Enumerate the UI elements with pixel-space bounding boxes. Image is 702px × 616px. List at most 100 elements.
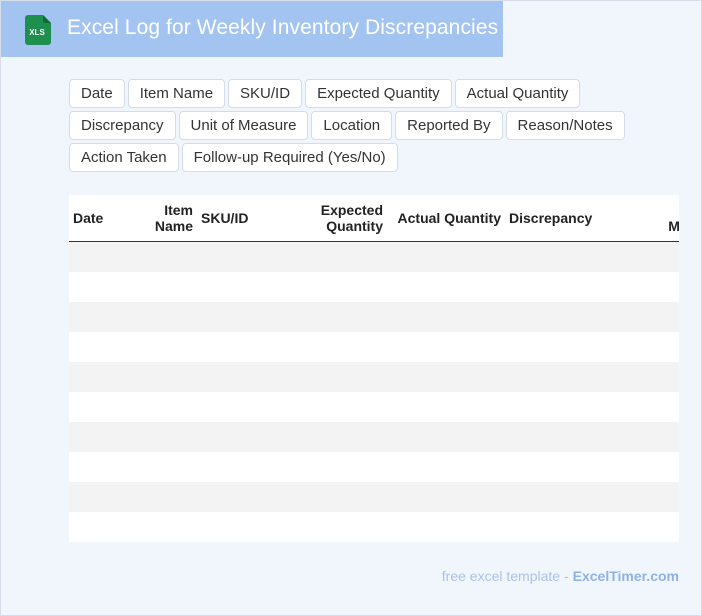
table-cell[interactable] [287,512,387,542]
table-cell[interactable] [197,272,287,302]
table-cell[interactable] [69,512,131,542]
table-cell[interactable] [131,241,197,272]
field-chip[interactable]: Discrepancy [69,111,176,140]
table-cell[interactable] [505,452,641,482]
column-header[interactable]: Item Name [131,195,197,242]
table-cell[interactable] [641,302,679,332]
table-cell[interactable] [197,482,287,512]
table-cell[interactable] [131,332,197,362]
table-cell[interactable] [287,422,387,452]
table-cell[interactable] [387,302,505,332]
field-chip[interactable]: Unit of Measure [178,111,309,140]
table-cell[interactable] [505,482,641,512]
table-cell[interactable] [69,422,131,452]
table-cell[interactable] [287,302,387,332]
table-cell[interactable] [131,422,197,452]
table-cell[interactable] [387,482,505,512]
table-cell[interactable] [69,392,131,422]
table-cell[interactable] [505,272,641,302]
table-cell[interactable] [505,302,641,332]
table-cell[interactable] [131,392,197,422]
table-cell[interactable] [387,452,505,482]
table-cell[interactable] [69,272,131,302]
column-header[interactable]: Discrepancy [505,195,641,242]
table-cell[interactable] [287,272,387,302]
field-chip[interactable]: Reason/Notes [505,111,625,140]
field-chip[interactable]: Actual Quantity [454,79,581,108]
table-row [69,241,679,272]
table-cell[interactable] [197,512,287,542]
table-cell[interactable] [641,512,679,542]
table-cell[interactable] [505,512,641,542]
table-cell[interactable] [287,452,387,482]
table-row [69,512,679,542]
field-chip[interactable]: Reported By [395,111,503,140]
field-chip[interactable]: Expected Quantity [305,79,452,108]
column-header[interactable]: Date [69,195,131,242]
table-row [69,452,679,482]
footer-brand-link[interactable]: ExcelTimer.com [572,568,679,584]
table-cell[interactable] [641,332,679,362]
table-cell[interactable] [641,392,679,422]
table-row [69,272,679,302]
table-cell[interactable] [131,362,197,392]
table-cell[interactable] [69,302,131,332]
table-cell[interactable] [197,422,287,452]
field-chip[interactable]: Location [311,111,393,140]
table-cell[interactable] [505,362,641,392]
table-cell[interactable] [387,332,505,362]
page-title: Excel Log for Weekly Inventory Discrepan… [67,16,499,39]
table-cell[interactable] [287,482,387,512]
table-cell[interactable] [197,392,287,422]
table-cell[interactable] [69,241,131,272]
table-cell[interactable] [505,241,641,272]
table-cell[interactable] [505,332,641,362]
table-cell[interactable] [387,512,505,542]
table-cell[interactable] [641,422,679,452]
table-cell[interactable] [387,241,505,272]
table-cell[interactable] [641,272,679,302]
table-cell[interactable] [641,241,679,272]
table-cell[interactable] [131,302,197,332]
table-cell[interactable] [69,362,131,392]
table-cell[interactable] [197,362,287,392]
table-cell[interactable] [641,452,679,482]
table-cell[interactable] [387,392,505,422]
field-chip[interactable]: SKU/ID [228,79,303,108]
table-cell[interactable] [641,362,679,392]
table-cell[interactable] [131,272,197,302]
footer-credit: free excel template - ExcelTimer.com [442,568,679,584]
column-header[interactable]: SKU/ID [197,195,287,242]
field-chip[interactable]: Date [69,79,125,108]
table-cell[interactable] [641,482,679,512]
table-cell[interactable] [131,482,197,512]
column-header[interactable]: Expected Quantity [287,195,387,242]
table-cell[interactable] [69,332,131,362]
table-cell[interactable] [131,512,197,542]
table-body [69,241,679,542]
log-table-container[interactable]: Date Item Name SKU/ID Expected Quantity Actu… [69,195,679,542]
field-chip[interactable]: Item Name [127,79,226,108]
column-header[interactable]: Actual Quantity [387,195,505,242]
table-cell[interactable] [387,362,505,392]
table-cell[interactable] [505,392,641,422]
table-cell[interactable] [197,332,287,362]
table-cell[interactable] [387,272,505,302]
table-cell[interactable] [505,422,641,452]
table-cell[interactable] [287,241,387,272]
table-cell[interactable] [69,482,131,512]
table-cell[interactable] [197,302,287,332]
table-cell[interactable] [287,362,387,392]
table-cell[interactable] [287,332,387,362]
field-chip[interactable]: Action Taken [69,143,179,172]
table-cell[interactable] [197,452,287,482]
column-header[interactable]: Unit of Measure [641,195,679,242]
table-cell[interactable] [69,452,131,482]
field-chip[interactable]: Follow-up Required (Yes/No) [181,143,398,172]
table-row [69,422,679,452]
table-cell[interactable] [287,392,387,422]
table-cell[interactable] [197,241,287,272]
table-cell[interactable] [387,422,505,452]
table-cell[interactable] [131,452,197,482]
